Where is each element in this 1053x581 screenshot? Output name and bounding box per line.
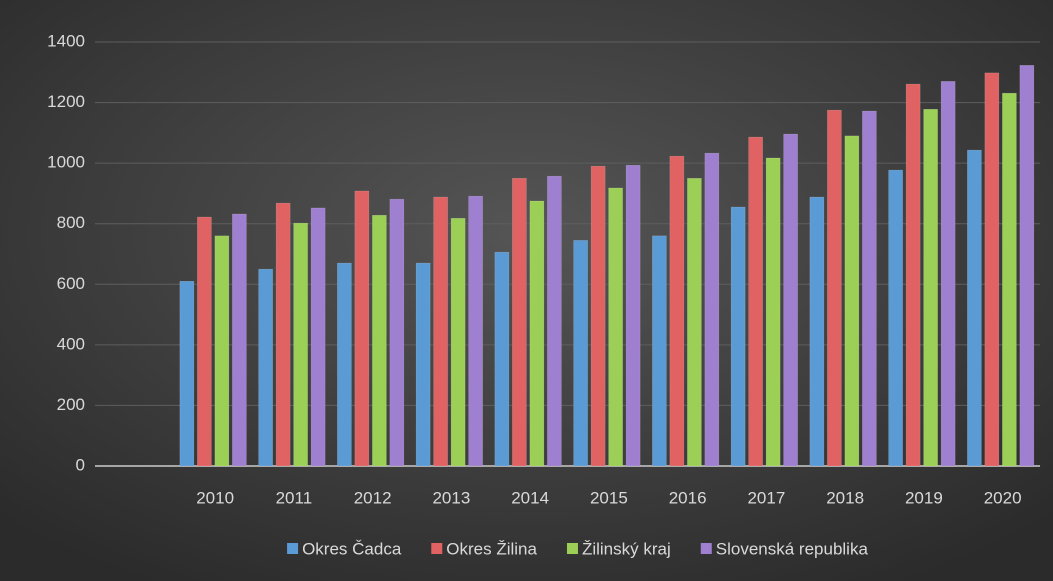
bar [730,206,746,467]
x-tick-label: 2010 [196,488,234,507]
y-tick-label: 200 [57,395,85,414]
x-tick-label: 2019 [905,488,943,507]
legend-swatch [431,543,443,554]
bar [354,190,370,467]
bar [590,165,606,467]
bar [862,110,877,467]
bar [310,207,326,467]
bar [214,235,230,467]
y-tick-label: 400 [57,334,85,353]
bar [625,165,641,467]
bar [888,169,903,467]
x-tick-label: 2016 [669,488,707,507]
bar [844,135,860,467]
legend-label: Okres Čadca [302,539,402,558]
bar [687,178,702,467]
x-tick-label: 2020 [984,488,1022,507]
y-tick-label: 1000 [47,153,85,172]
bar [704,152,720,467]
bar [1002,92,1017,467]
y-tick-label: 1400 [47,31,85,50]
bar [197,216,212,467]
x-tick-label: 2018 [826,488,864,507]
bar [372,214,387,467]
bar [494,251,510,467]
bar [940,81,956,467]
y-tick-label: 0 [76,455,85,474]
bar [450,218,466,467]
bar [389,198,405,467]
bar [809,196,825,467]
bar [433,196,448,467]
x-tick-label: 2017 [747,488,785,507]
legend-swatch [287,543,299,554]
bar [1019,65,1035,467]
bar [967,149,982,467]
bar [923,108,938,467]
y-tick-label: 600 [57,274,85,293]
bar [748,136,763,467]
bar [669,155,685,467]
bar [258,268,273,467]
bar [179,281,195,467]
x-tick-label: 2011 [276,488,313,507]
bar [415,262,431,467]
legend-label: Slovenská republika [716,539,869,558]
bar [905,83,921,467]
bar [652,235,667,467]
bar [337,262,352,467]
legend-label: Okres Žilina [446,539,537,558]
legend-label: Žilinský kraj [582,539,671,558]
y-tick-label: 1200 [47,92,85,111]
legend-swatch [700,543,712,554]
x-tick-label: 2012 [354,488,392,507]
bar [468,195,483,467]
bar [783,133,798,467]
x-tick-label: 2013 [432,488,470,507]
bar [529,200,545,467]
bar [984,72,1000,467]
bar [547,175,562,467]
bar [293,222,308,467]
x-tick-label: 2014 [511,488,549,507]
bar [827,109,842,467]
x-tick-label: 2015 [590,488,628,507]
bar [608,187,623,467]
bar [573,240,588,467]
bar [275,202,291,467]
bar [232,213,247,467]
bar [512,178,527,467]
legend-swatch [566,543,578,554]
bar [765,157,781,467]
y-tick-label: 800 [57,213,85,232]
